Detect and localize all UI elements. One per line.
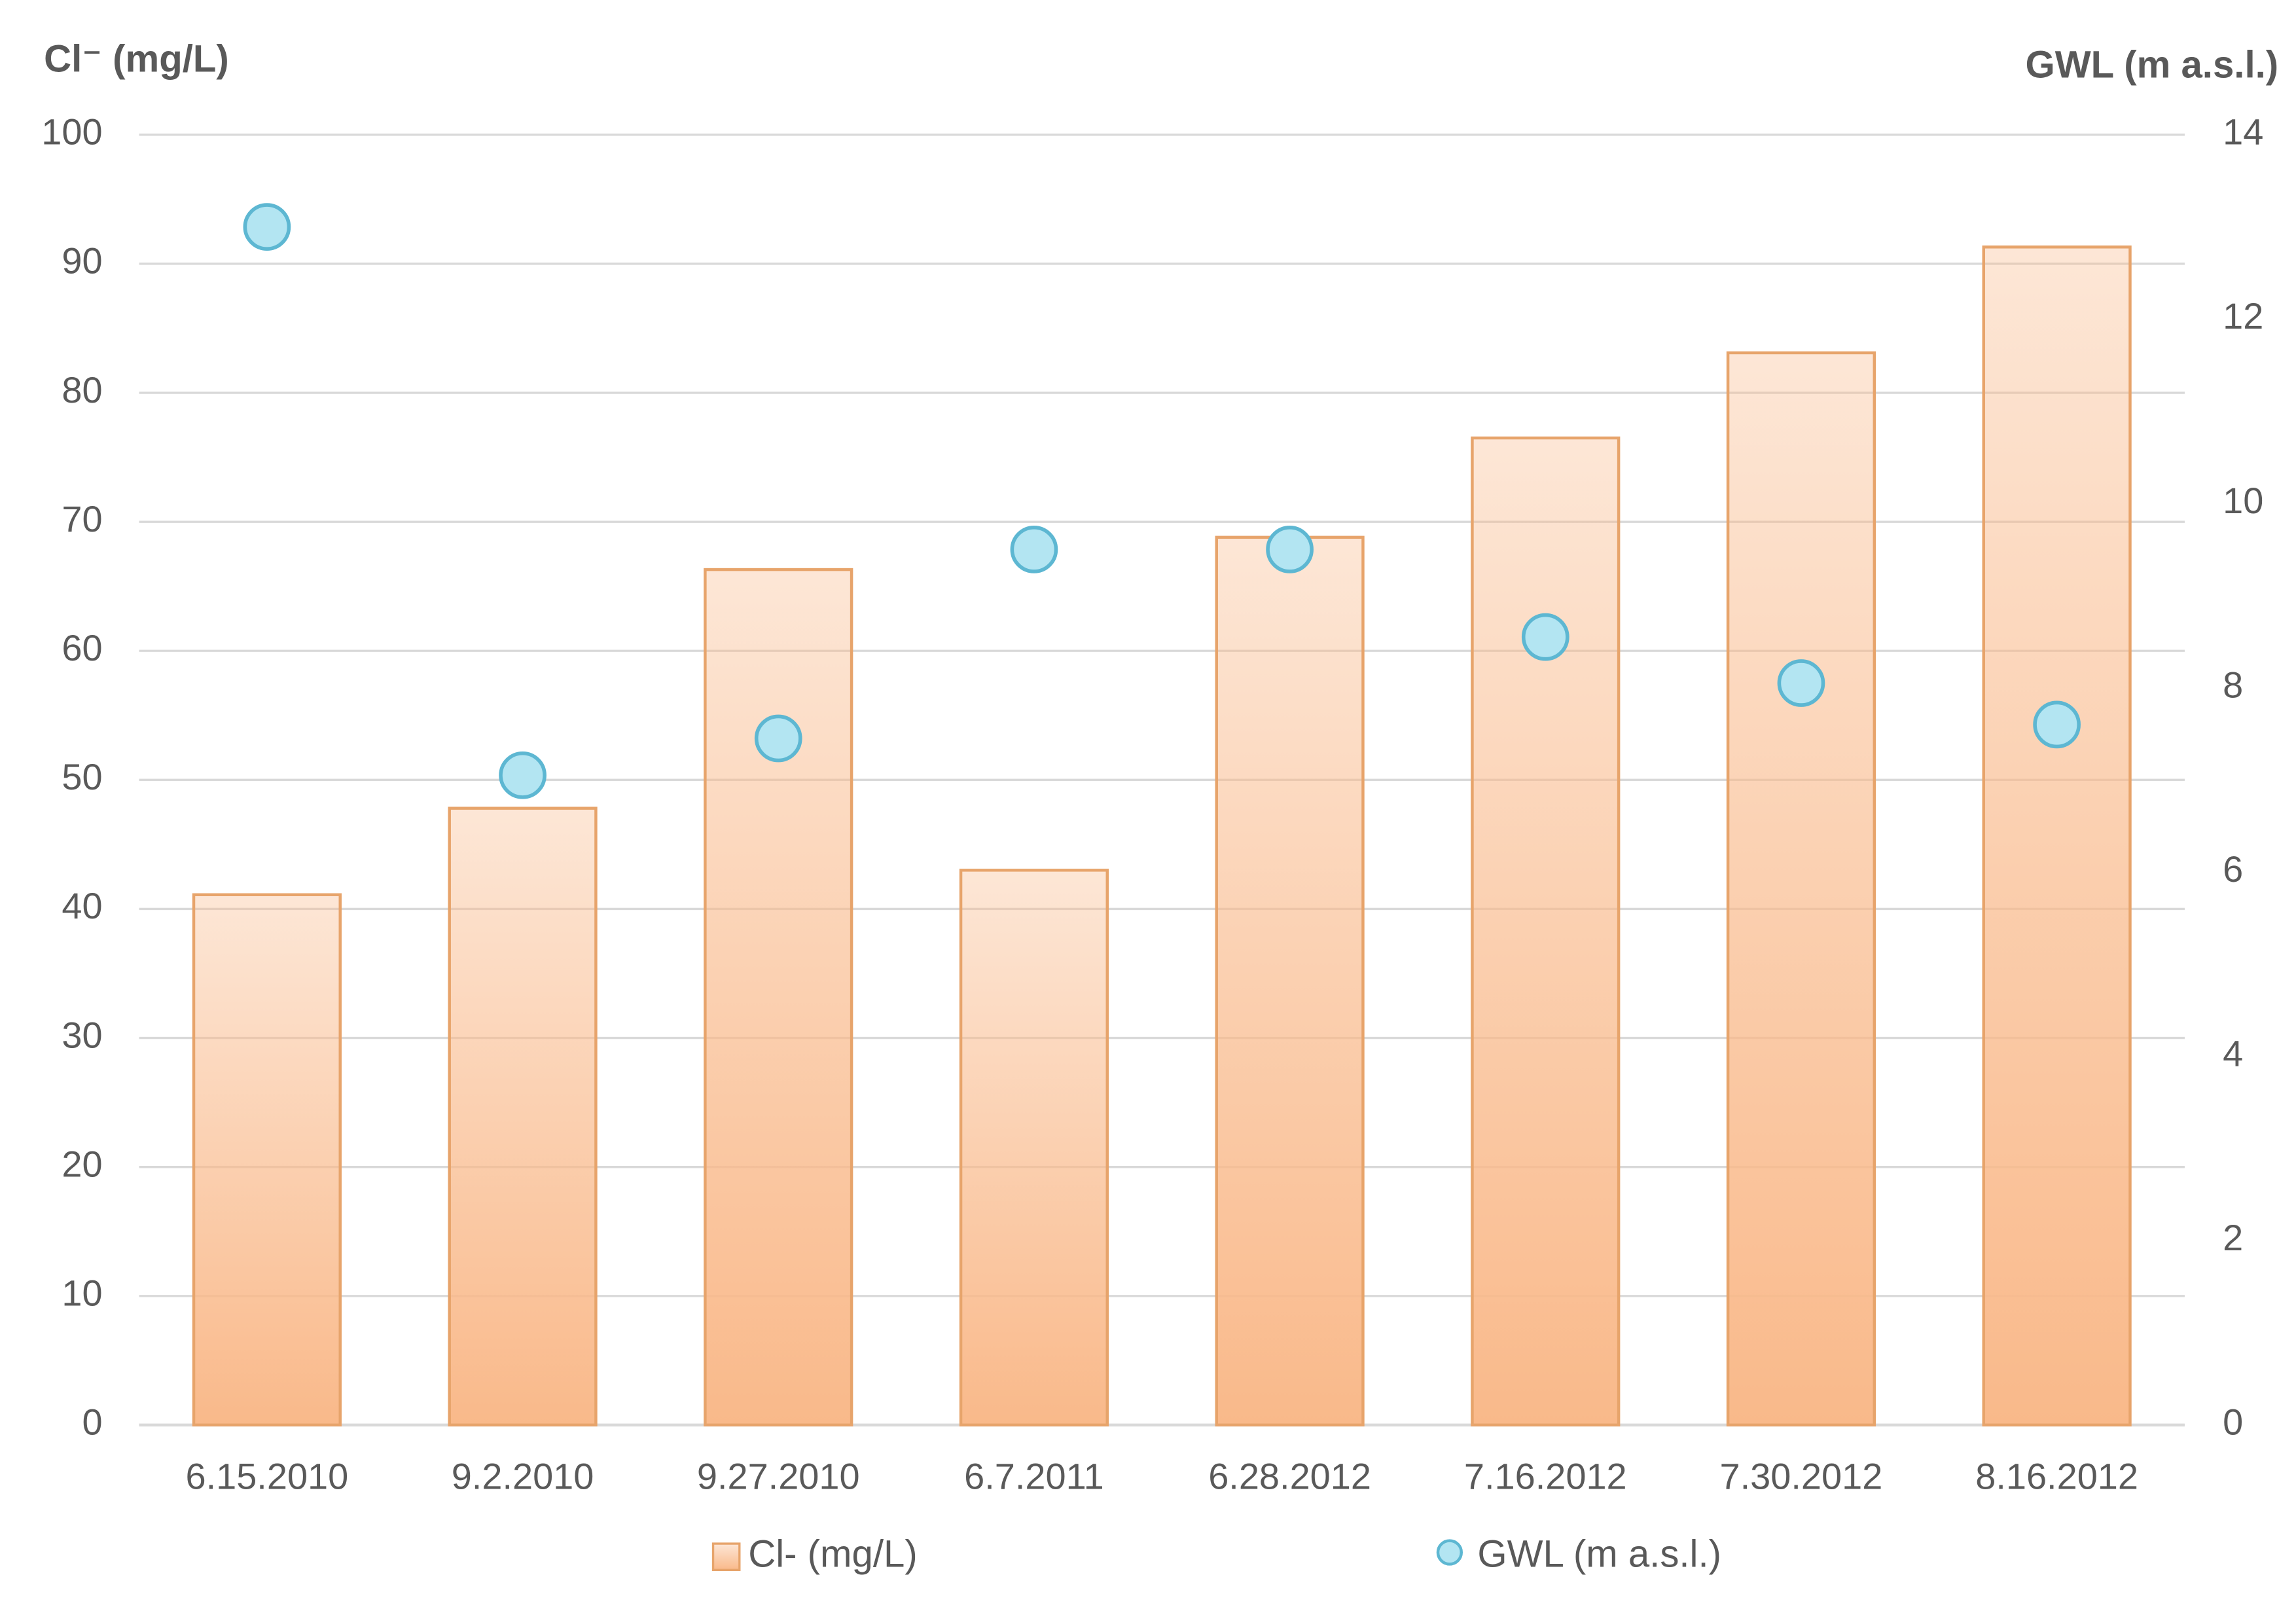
point: [1777, 659, 1825, 707]
x-tick-label: 6.15.2010: [185, 1455, 348, 1496]
bar: [1471, 436, 1621, 1427]
legend-swatch: [1436, 1539, 1463, 1566]
y-tick-label: 70: [62, 498, 102, 539]
x-tick-label: 9.27.2010: [697, 1455, 860, 1496]
legend-swatch: [711, 1542, 741, 1572]
y-tick-label: 80: [62, 369, 102, 410]
y2-tick-label: 0: [2223, 1402, 2243, 1443]
x-tick-label: 7.16.2012: [1464, 1455, 1627, 1496]
y-tick-label: 40: [62, 885, 102, 926]
y-tick-label: 0: [82, 1402, 102, 1443]
bar: [1215, 535, 1365, 1427]
legend-label: Cl- (mg/L): [748, 1533, 917, 1576]
point: [1521, 613, 1570, 661]
y2-tick-label: 4: [2223, 1032, 2243, 1074]
y2-tick-label: 10: [2223, 480, 2263, 521]
y2-tick-label: 2: [2223, 1217, 2243, 1258]
y-tick-label: 20: [62, 1143, 102, 1184]
y2-tick-label: 8: [2223, 664, 2243, 705]
y-tick-label: 100: [41, 111, 102, 153]
y-tick-label: 10: [62, 1273, 102, 1314]
point: [754, 714, 802, 763]
x-tick-label: 6.28.2012: [1208, 1455, 1371, 1496]
y2-tick-label: 6: [2223, 848, 2243, 890]
y-tick-label: 90: [62, 240, 102, 281]
bar: [959, 869, 1109, 1427]
y2-tick-label: 14: [2223, 111, 2263, 153]
bar: [704, 568, 853, 1427]
point: [243, 203, 291, 251]
point: [1266, 526, 1314, 573]
point: [1010, 526, 1058, 573]
x-tick-label: 8.16.2012: [1975, 1455, 2138, 1496]
x-tick-label: 6.7.2011: [964, 1455, 1104, 1496]
legend-label: GWL (m a.s.l.): [1477, 1533, 1721, 1576]
y-axis-title: Cl⁻ (mg/L): [44, 37, 229, 80]
x-tick-label: 9.2.2010: [452, 1455, 594, 1496]
point: [2033, 700, 2081, 749]
bar: [1726, 351, 1876, 1427]
point: [499, 751, 547, 799]
y-tick-label: 60: [62, 627, 102, 668]
y-tick-label: 30: [62, 1014, 102, 1055]
x-tick-label: 7.30.2012: [1720, 1455, 1883, 1496]
bar: [192, 893, 342, 1427]
bar: [448, 806, 598, 1427]
y-tick-label: 50: [62, 756, 102, 797]
bar: [1982, 245, 2132, 1427]
y2-tick-label: 12: [2223, 295, 2263, 336]
y2-axis-title: GWL (m a.s.l.): [2025, 43, 2278, 86]
